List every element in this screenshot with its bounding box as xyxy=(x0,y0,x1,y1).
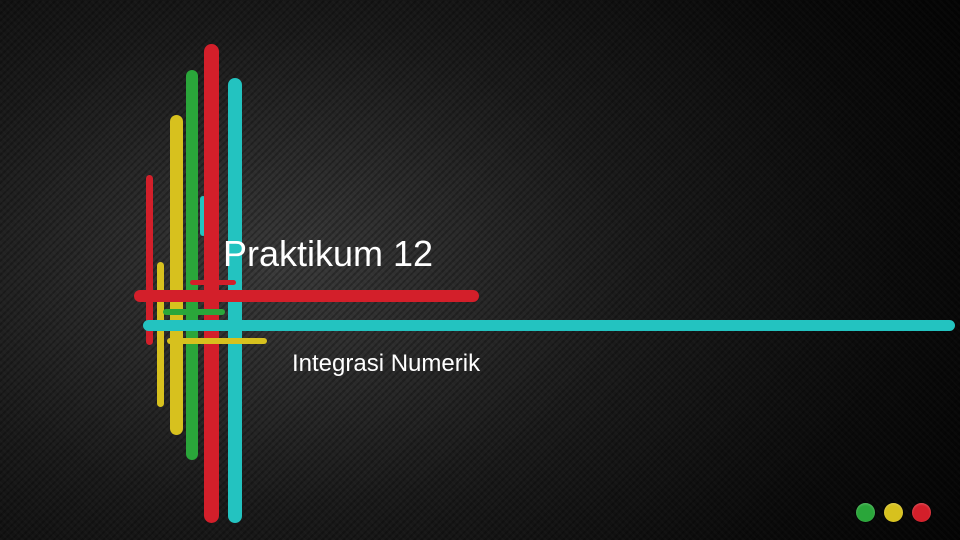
slide-subtitle: Integrasi Numerik xyxy=(292,350,480,378)
h-teal-main xyxy=(143,320,955,331)
h-red-thin xyxy=(190,280,236,285)
v-green-thick xyxy=(186,70,198,460)
h-green-thin xyxy=(163,309,225,315)
h-red-main xyxy=(134,290,479,302)
h-yellow-thin xyxy=(167,338,267,344)
v-yellow-thin xyxy=(157,262,164,407)
dot-red xyxy=(912,503,931,522)
dot-green xyxy=(856,503,875,522)
dot-yellow xyxy=(884,503,903,522)
slide-title: Praktikum 12 xyxy=(223,233,433,275)
v-yellow-main xyxy=(170,115,183,435)
